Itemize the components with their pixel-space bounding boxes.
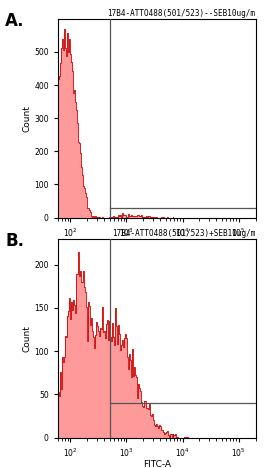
X-axis label: FITC-A: FITC-A <box>143 241 171 249</box>
Text: B.: B. <box>5 232 24 249</box>
Text: 17B4-ATTO488(501/523)+SEB10ug/m: 17B4-ATTO488(501/523)+SEB10ug/m <box>112 229 256 238</box>
Y-axis label: Count: Count <box>22 105 31 132</box>
X-axis label: FITC-A: FITC-A <box>143 461 171 468</box>
Text: A.: A. <box>5 12 25 29</box>
Text: 17B4-ATTO488(501/523)--SEB10ug/m: 17B4-ATTO488(501/523)--SEB10ug/m <box>108 9 256 18</box>
Y-axis label: Count: Count <box>23 325 31 351</box>
